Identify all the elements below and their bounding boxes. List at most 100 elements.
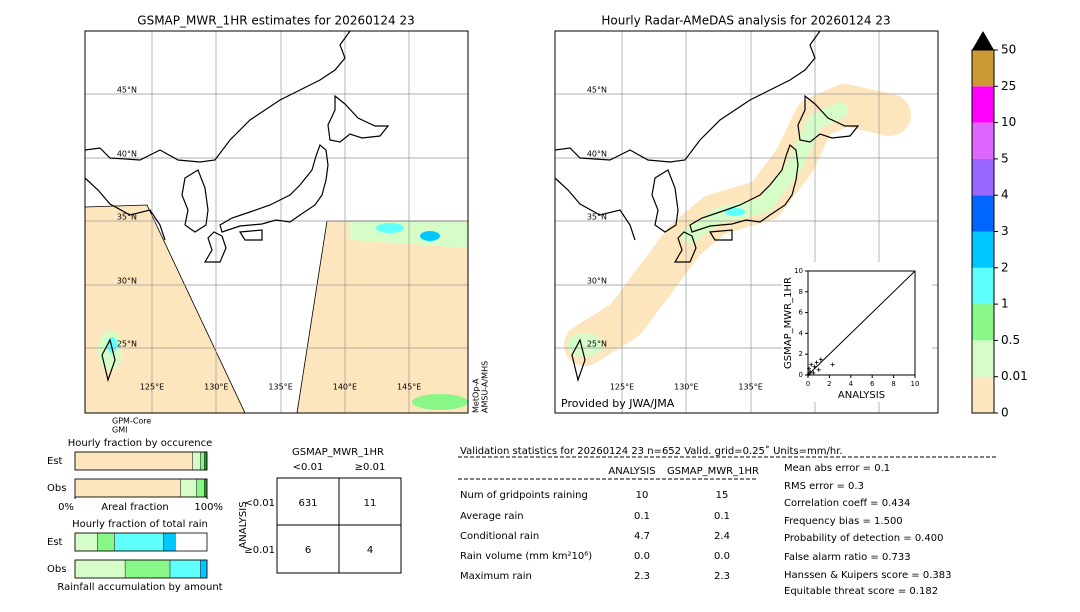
score: Frequency bias = 1.500 [784,516,903,527]
colorbar-tick-label: 10 [1001,115,1016,129]
col-header: ANALYSIS [608,466,655,477]
col-header: GSMAP_MWR_1HR [667,466,759,477]
y-tick-label: 0 [799,371,803,379]
cell: 0.1 [634,511,650,522]
lat-label: 30°N [587,277,607,286]
colorbar-tick-label: 0 [1001,406,1009,420]
colorbar-tick-label: 25 [1001,79,1016,93]
colorbar-bin [972,50,994,87]
lon-label: 125°E [610,383,634,392]
scatter-point [809,362,814,367]
score: Probability of detection = 0.400 [784,533,943,544]
cell: 15 [716,490,729,501]
score: Hanssen & Kuipers score = 0.383 [784,570,951,581]
lat-label: 40°N [117,150,137,159]
lat-label: 25°N [117,340,137,349]
x-axis-label: ANALYSIS [838,390,885,401]
cell: 4.7 [634,531,650,542]
sensor-label: GMI [112,426,127,435]
lon-label: 125°E [140,383,164,392]
row-label: Maximum rain [460,571,532,582]
colorbar-bin [972,231,994,268]
scatter-point [812,364,817,369]
lat-label: 35°N [587,213,607,222]
scatter-point [807,371,812,376]
map-title: GSMAP_MWR_1HR estimates for 20260124 23 [137,14,414,28]
side-label: AMSU-A/MHS [481,361,490,413]
bar-segment [114,532,164,552]
cell: 0.0 [634,551,650,562]
cell: 0.1 [714,511,730,522]
row-header: ≥0.01 [244,545,275,556]
bar-segment [169,559,201,579]
bar-segment [200,559,208,579]
colorbar-arrow [972,31,994,50]
bar-segment [74,559,126,579]
scatter-point [811,370,816,375]
colorbar-tick-label: 1 [1001,297,1009,311]
cell: 2.3 [634,571,650,582]
bar-segment [200,451,205,471]
lat-label: 45°N [587,86,607,95]
lon-label: 130°E [204,383,228,392]
bar-segment [196,478,205,498]
scatter-point [807,366,812,371]
colorbar-bin [972,158,994,196]
colorbar-tick-label: 0.5 [1001,333,1020,347]
y-tick-label: 4 [799,329,804,337]
row-label: Rain volume (mm km²10⁶) [460,551,592,562]
table-cell: 11 [364,498,377,509]
bar-segment [74,478,181,498]
lon-label: 145°E [397,383,421,392]
table-cell: 6 [305,545,311,556]
category-label: Obs [47,564,66,575]
category-label: Est [47,456,63,467]
x-tick-label: 10 [911,380,920,388]
score: Mean abs error = 0.1 [784,463,890,474]
lat-label: 40°N [587,150,607,159]
bar-frame [74,559,208,579]
x-tick-label: 4 [849,380,854,388]
bar-frame [74,532,208,552]
cell: 2.3 [714,571,730,582]
lat-label: 30°N [117,277,137,286]
scatter-point [816,367,821,372]
bar-segment [124,559,171,579]
bar-segment [74,532,98,552]
y-tick-label: 2 [799,350,803,358]
colorbar-tick-label: 0.01 [1001,369,1028,383]
map-title: Hourly Radar-AMeDAS analysis for 2026012… [601,14,890,28]
col-header: ≥0.01 [355,462,386,473]
scatter-point [814,360,819,365]
bar-frame [74,451,208,471]
colorbar-bin [972,195,994,232]
y-tick-label: 8 [799,288,803,296]
score: RMS error = 0.3 [784,481,864,492]
category-label: Est [47,537,63,548]
scatter-point [818,357,823,362]
chart-title: Hourly fraction by occurence [68,438,212,449]
x-tick-label: 100% [194,502,223,513]
lon-label: 135°E [268,383,292,392]
lat-label: 25°N [587,340,607,349]
bar-frame [74,478,208,498]
scatter-frame [807,270,916,376]
table-cell: 631 [298,498,317,509]
col-header: <0.01 [293,462,324,473]
y-tick-label: 10 [794,267,803,275]
score: Equitable threat score = 0.182 [784,586,938,597]
table-cell: 4 [367,545,373,556]
colorbar-bin [972,122,994,159]
lat-label: 45°N [117,86,137,95]
colorbar-bin [972,376,994,413]
x-tick-label: 2 [827,380,831,388]
scatter-point [808,369,813,374]
lat-label: 35°N [117,213,137,222]
colorbar-tick-label: 4 [1001,188,1009,202]
bar-segment [97,532,115,552]
colorbar-bin [972,340,994,377]
x-tick-label: 0% [58,502,74,513]
table-title: GSMAP_MWR_1HR [292,447,384,458]
colorbar-tick-label: 2 [1001,260,1009,274]
category-label: Obs [47,483,66,494]
